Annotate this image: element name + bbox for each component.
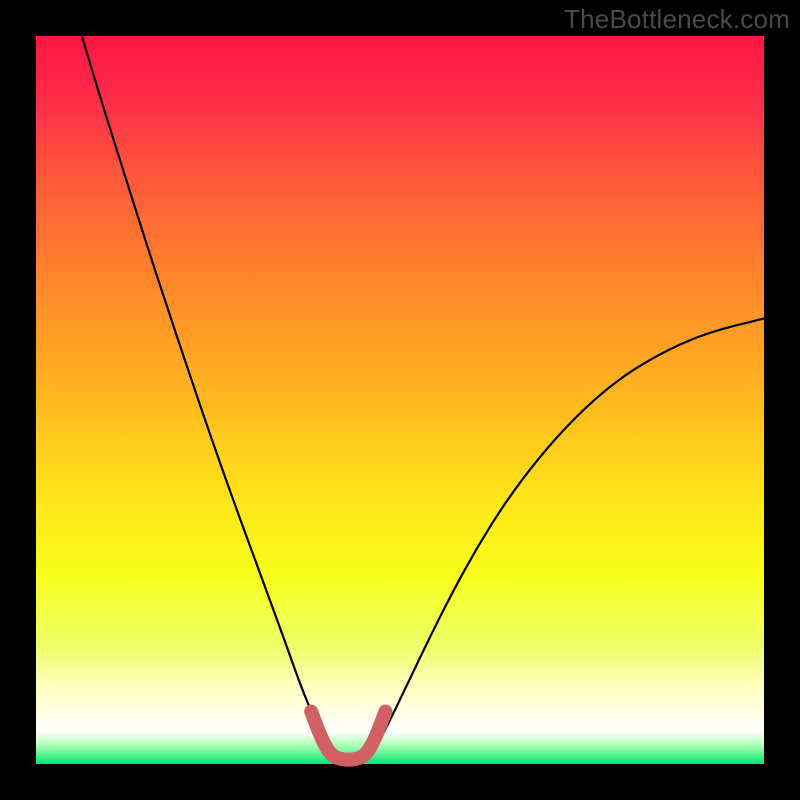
watermark-text: TheBottleneck.com — [564, 4, 790, 35]
bottleneck-chart — [0, 0, 800, 800]
chart-stage: TheBottleneck.com — [0, 0, 800, 800]
plot-gradient — [36, 36, 764, 764]
